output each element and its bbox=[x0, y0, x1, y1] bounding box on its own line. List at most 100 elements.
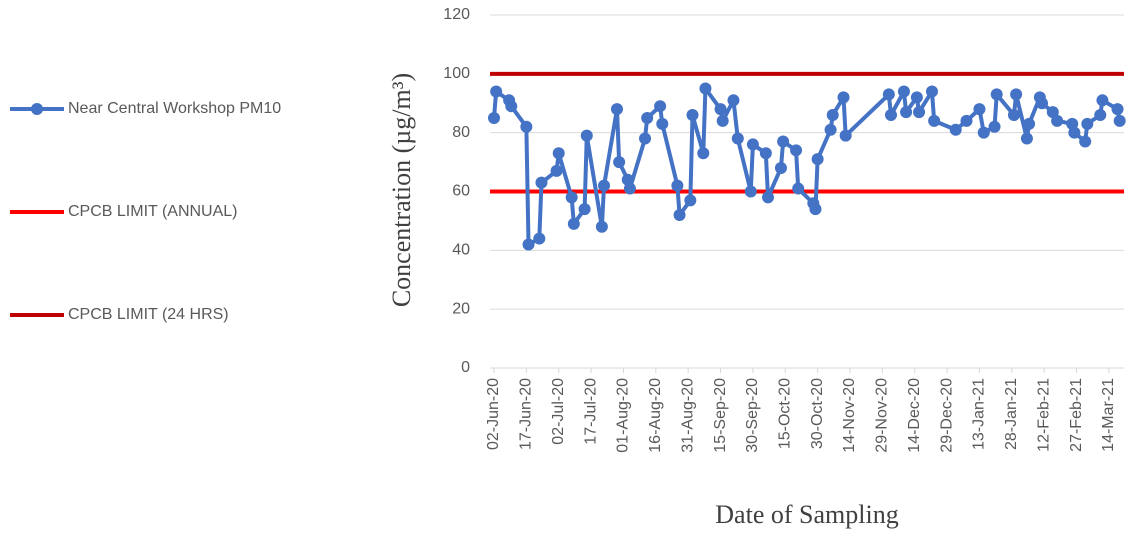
y-axis-label: Concentration (µg/m³) bbox=[387, 73, 416, 307]
x-tick-label: 28-Jan-21 bbox=[1003, 378, 1020, 450]
data-point bbox=[790, 144, 803, 157]
data-point bbox=[1113, 114, 1126, 127]
data-point bbox=[777, 135, 790, 148]
y-tick-label: 40 bbox=[452, 242, 470, 259]
data-point bbox=[578, 203, 591, 216]
data-point bbox=[960, 114, 973, 127]
data-point bbox=[656, 117, 669, 130]
y-tick-label: 60 bbox=[452, 183, 470, 200]
data-point bbox=[598, 179, 611, 192]
data-point bbox=[759, 147, 772, 160]
data-point bbox=[714, 103, 727, 116]
y-tick-label: 20 bbox=[452, 300, 470, 317]
data-point bbox=[1096, 94, 1109, 107]
data-point bbox=[623, 182, 636, 195]
x-tick-label: 12-Feb-21 bbox=[1035, 378, 1052, 452]
data-point bbox=[697, 147, 710, 160]
data-point bbox=[1020, 132, 1033, 145]
x-tick-label: 01-Aug-20 bbox=[615, 378, 632, 453]
data-point bbox=[1010, 88, 1023, 101]
data-point bbox=[654, 100, 667, 113]
data-point bbox=[522, 238, 535, 251]
x-tick-label: 30-Sep-20 bbox=[744, 378, 761, 453]
y-tick-label: 120 bbox=[443, 6, 470, 23]
data-point bbox=[673, 209, 686, 222]
data-point bbox=[884, 109, 897, 122]
data-point bbox=[746, 138, 759, 151]
y-tick-label: 0 bbox=[461, 359, 470, 376]
x-tick-label: 14-Dec-20 bbox=[906, 378, 923, 453]
x-tick-label: 15-Sep-20 bbox=[712, 378, 729, 453]
data-point bbox=[774, 161, 787, 174]
data-point bbox=[809, 203, 822, 216]
data-point bbox=[533, 232, 546, 245]
x-tick-label: 17-Jun-20 bbox=[518, 378, 535, 450]
x-tick-label: 27-Feb-21 bbox=[1068, 378, 1085, 452]
legend-label: CPCB LIMIT (24 HRS) bbox=[68, 306, 229, 323]
data-point bbox=[641, 111, 654, 124]
data-point bbox=[699, 82, 712, 95]
data-point bbox=[686, 109, 699, 122]
x-tick-label: 13-Jan-21 bbox=[971, 378, 988, 450]
data-point bbox=[727, 94, 740, 107]
data-point bbox=[490, 85, 503, 98]
data-point bbox=[1036, 97, 1049, 110]
data-point bbox=[552, 147, 565, 160]
data-point bbox=[925, 85, 938, 98]
data-point bbox=[488, 111, 500, 124]
data-point bbox=[1007, 109, 1020, 122]
data-point bbox=[762, 191, 775, 204]
data-point bbox=[671, 179, 684, 192]
data-point bbox=[580, 129, 593, 142]
data-point bbox=[595, 220, 608, 233]
data-point bbox=[1079, 135, 1092, 148]
x-tick-label: 30-Oct-20 bbox=[809, 378, 826, 449]
data-point bbox=[897, 85, 910, 98]
x-tick-label: 16-Aug-20 bbox=[647, 378, 664, 453]
data-point bbox=[988, 120, 1001, 133]
data-point bbox=[792, 182, 805, 195]
data-point bbox=[716, 114, 729, 127]
x-tick-label: 14-Nov-20 bbox=[841, 378, 858, 453]
data-point bbox=[684, 194, 697, 207]
legend-marker bbox=[31, 103, 43, 115]
data-point bbox=[913, 106, 926, 119]
legend-label: CPCB LIMIT (ANNUAL) bbox=[68, 203, 238, 220]
legend-label: Near Central Workshop PM10 bbox=[68, 100, 281, 117]
x-tick-label: 15-Oct-20 bbox=[776, 378, 793, 449]
x-tick-label: 17-Jul-20 bbox=[582, 378, 599, 445]
data-point bbox=[639, 132, 652, 145]
y-tick-label: 80 bbox=[452, 124, 470, 141]
x-tick-label: 29-Dec-20 bbox=[938, 378, 955, 453]
x-tick-label: 02-Jun-20 bbox=[485, 378, 502, 450]
x-tick-label: 14-Mar-21 bbox=[1100, 378, 1117, 452]
data-point bbox=[1081, 117, 1094, 130]
data-point bbox=[505, 100, 518, 113]
data-point bbox=[744, 185, 757, 198]
data-point bbox=[973, 103, 986, 116]
data-point bbox=[520, 120, 533, 133]
data-point bbox=[837, 91, 850, 104]
data-point bbox=[1111, 103, 1124, 116]
data-point bbox=[900, 106, 913, 119]
data-point bbox=[567, 217, 580, 230]
data-point bbox=[1051, 114, 1064, 127]
data-point bbox=[928, 114, 941, 127]
x-tick-label: 02-Jul-20 bbox=[550, 378, 567, 445]
data-point bbox=[1023, 117, 1036, 130]
data-point bbox=[990, 88, 1003, 101]
data-point bbox=[565, 191, 578, 204]
data-point bbox=[610, 103, 623, 116]
data-point bbox=[1094, 109, 1107, 122]
data-point bbox=[613, 156, 626, 169]
data-point bbox=[550, 164, 563, 177]
data-point bbox=[949, 123, 962, 136]
data-point bbox=[910, 91, 923, 104]
data-point bbox=[1068, 126, 1081, 139]
data-point bbox=[826, 109, 839, 122]
data-point bbox=[824, 123, 837, 136]
data-point bbox=[977, 126, 990, 139]
data-point bbox=[731, 132, 744, 145]
y-tick-label: 100 bbox=[443, 65, 470, 82]
